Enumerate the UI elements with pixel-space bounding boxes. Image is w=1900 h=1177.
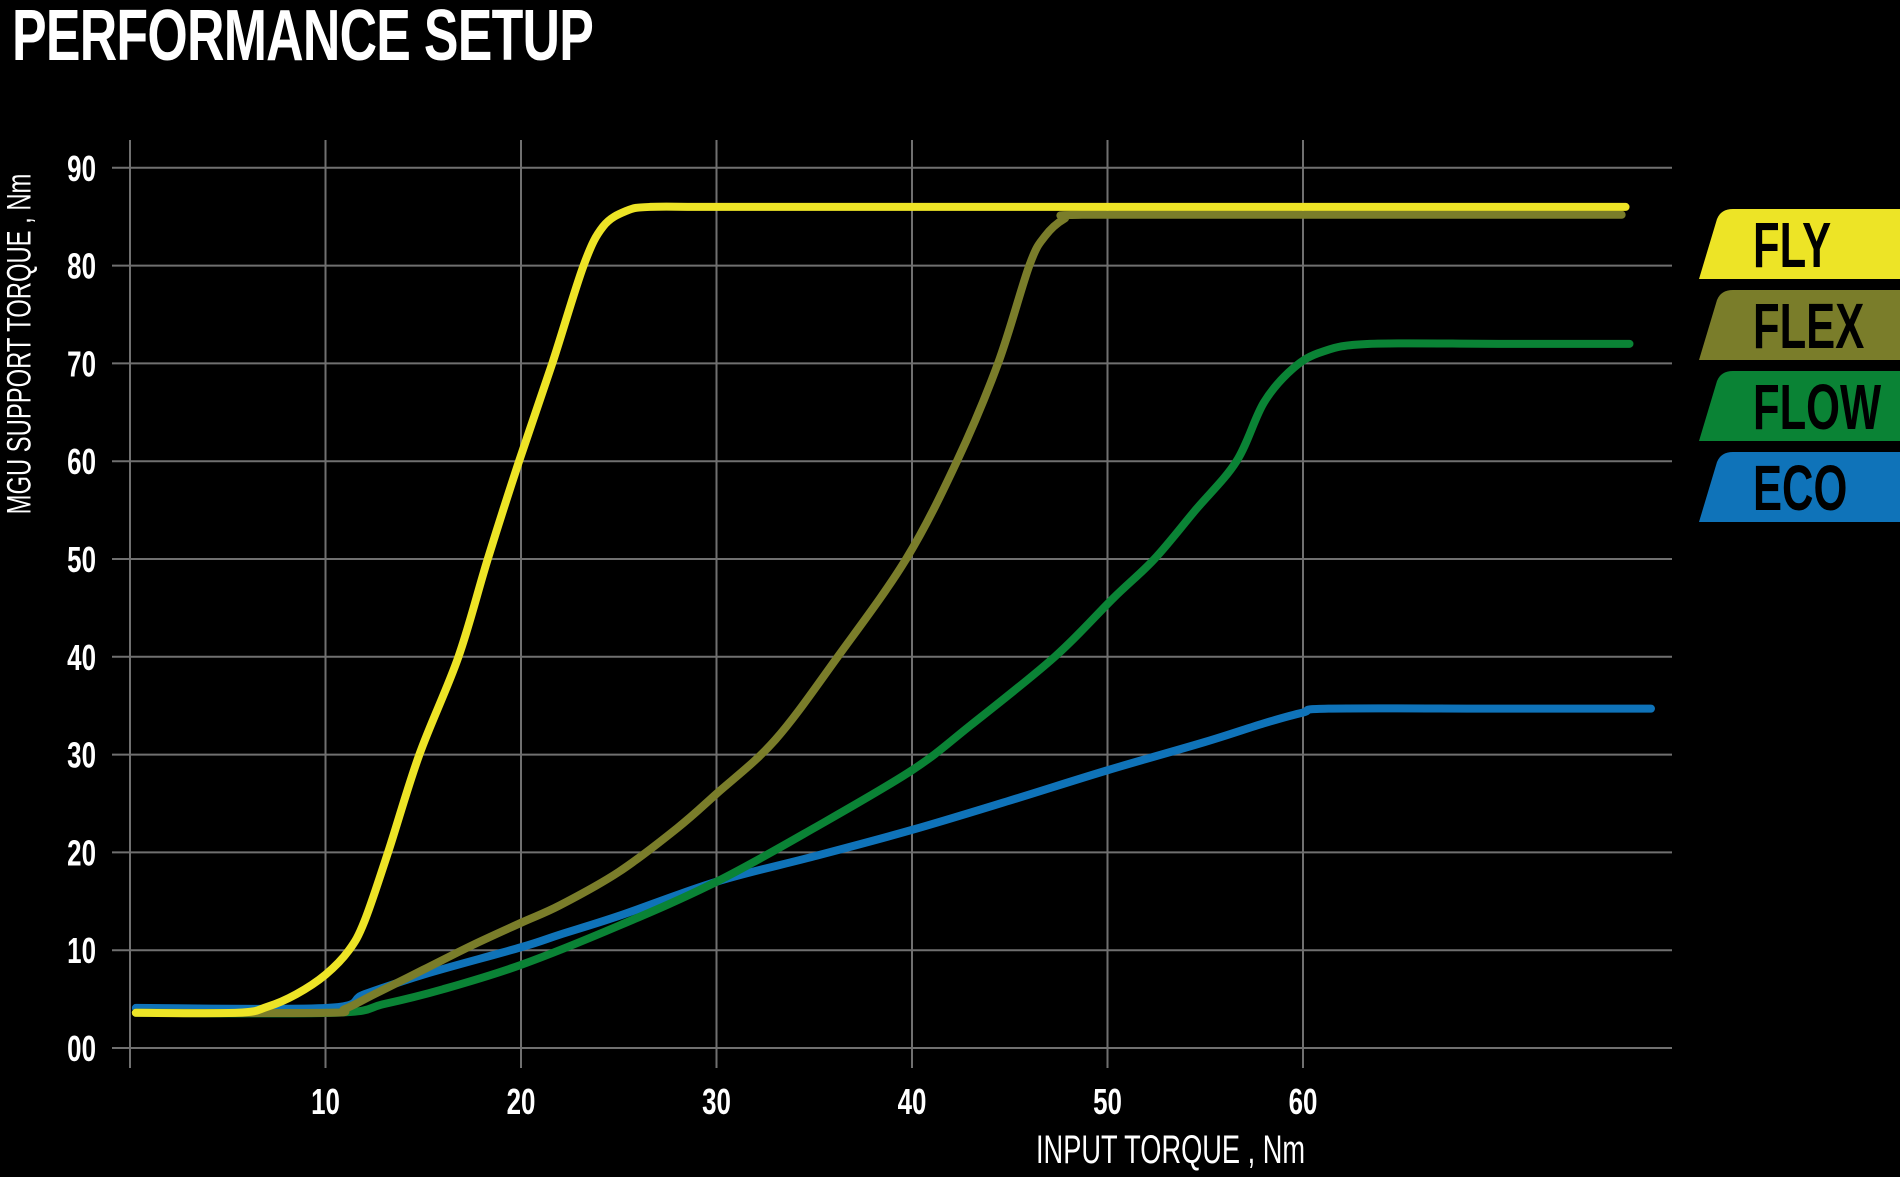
chart-series	[131, 202, 1655, 1018]
legend-item-flex[interactable]: FLEX	[1699, 290, 1900, 360]
legend-item-eco[interactable]: ECO	[1699, 452, 1900, 522]
y-axis-ticks: 00 10 20 30 40 50 60 70 80 90	[67, 149, 96, 1069]
y-tick-label: 30	[67, 735, 96, 775]
x-axis-ticks: 10 20 30 40 50 60	[311, 1082, 1317, 1122]
legend: FLY FLEX FLOW ECO	[1699, 209, 1900, 533]
y-tick-label: 20	[67, 833, 96, 873]
y-tick-label: 00	[67, 1029, 96, 1069]
legend-tab-shape	[1699, 452, 1900, 522]
legend-label: FLY	[1753, 209, 1832, 281]
series-line-flow	[131, 339, 1634, 1018]
y-tick-label: 80	[67, 246, 96, 286]
y-tick-label: 60	[67, 442, 96, 482]
x-axis-label: INPUT TORQUE , Nm	[1036, 1128, 1306, 1172]
y-tick-label: 70	[67, 344, 96, 384]
chart-grid	[112, 140, 1672, 1068]
chart-title: PERFORMANCE SETUP	[12, 0, 594, 76]
y-tick-label: 90	[67, 149, 96, 189]
series-line-fly	[131, 202, 1630, 1018]
x-tick-label: 60	[1289, 1082, 1318, 1122]
series-line-eco	[131, 704, 1655, 1013]
legend-label: FLEX	[1753, 290, 1865, 362]
legend-tab-shape	[1699, 371, 1900, 441]
x-tick-label: 10	[311, 1082, 340, 1122]
y-tick-label: 40	[67, 638, 96, 678]
y-tick-label: 50	[67, 540, 96, 580]
legend-item-flow[interactable]: FLOW	[1699, 371, 1900, 441]
x-tick-label: 20	[507, 1082, 536, 1122]
y-tick-label: 10	[67, 931, 96, 971]
legend-label: ECO	[1753, 452, 1848, 524]
legend-item-fly[interactable]: FLY	[1699, 209, 1900, 279]
legend-tab-shape	[1699, 290, 1900, 360]
series-line-flex	[131, 210, 1626, 1018]
legend-label: FLOW	[1753, 371, 1882, 443]
x-tick-label: 30	[702, 1082, 731, 1122]
legend-tab-shape	[1699, 209, 1900, 279]
x-tick-label: 50	[1093, 1082, 1122, 1122]
x-tick-label: 40	[898, 1082, 927, 1122]
